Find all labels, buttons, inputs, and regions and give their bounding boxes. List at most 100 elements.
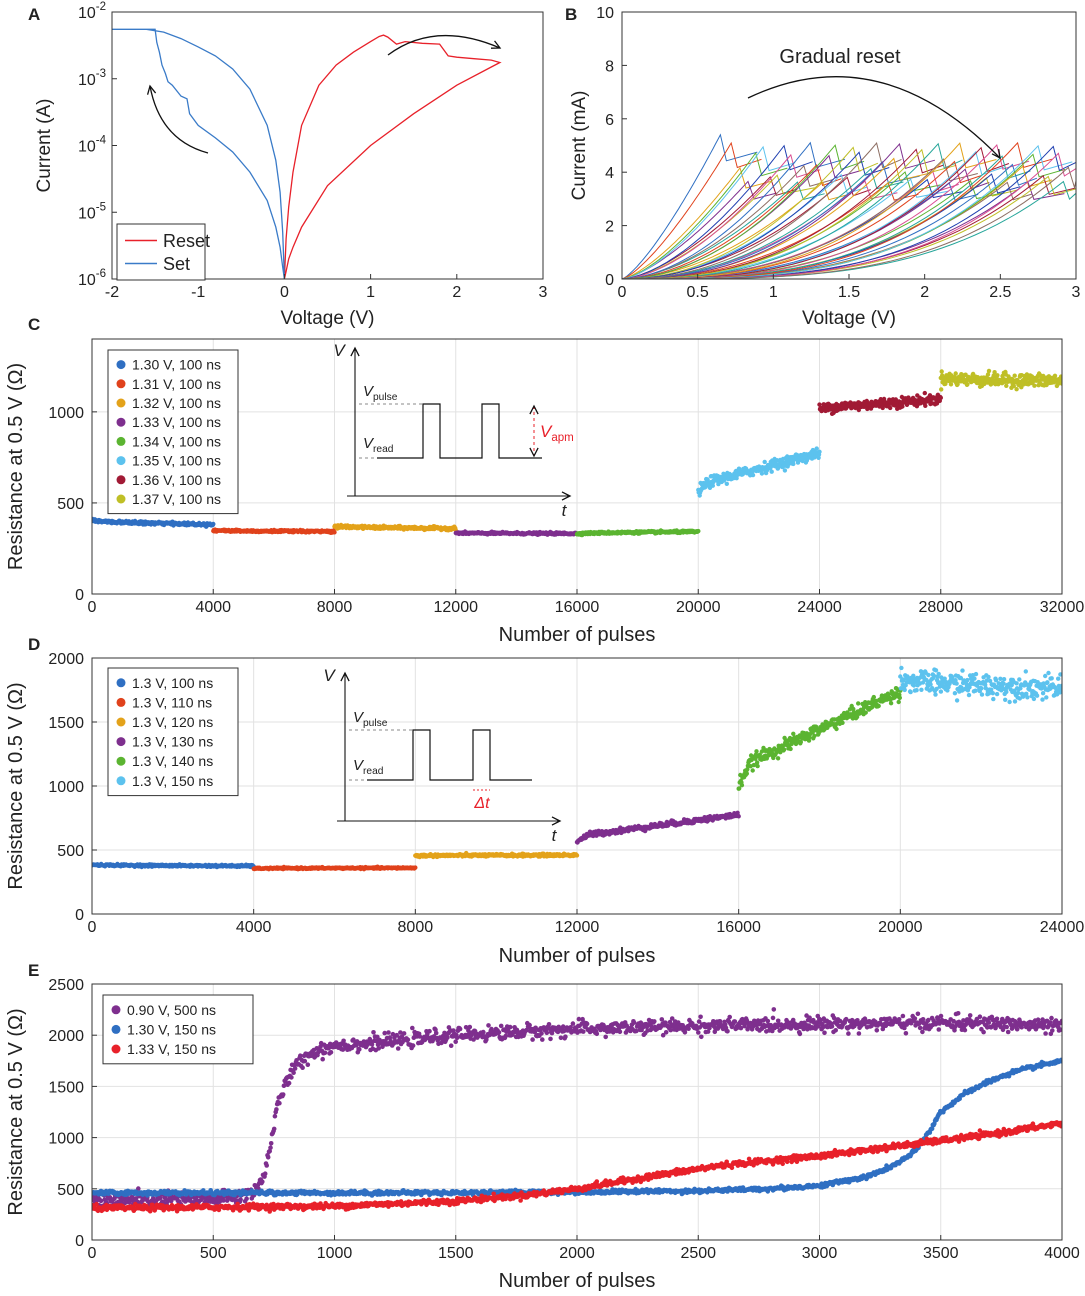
data-point	[268, 1145, 273, 1150]
data-point	[1040, 691, 1046, 696]
data-point	[1052, 373, 1058, 378]
data-point	[603, 1034, 608, 1040]
data-point	[286, 1080, 292, 1086]
plot-area	[92, 368, 1062, 538]
data-point	[950, 675, 955, 680]
data-point	[863, 710, 868, 715]
data-point	[888, 405, 893, 411]
data-point	[277, 1100, 282, 1106]
data-point	[410, 1025, 415, 1031]
data-point	[300, 1065, 305, 1070]
data-point	[448, 1043, 454, 1048]
data-point	[560, 1024, 566, 1029]
y-tick-label: 1000	[48, 779, 84, 796]
data-point	[736, 814, 741, 819]
legend-swatch	[116, 379, 126, 389]
data-point	[897, 695, 902, 700]
y-axis-label: Current (A)	[34, 99, 55, 193]
data-point	[954, 698, 960, 703]
data-point	[320, 1056, 326, 1062]
data-point	[914, 688, 919, 693]
data-point	[454, 1035, 460, 1040]
legend-label: 1.3 V, 140 ns	[132, 753, 213, 769]
x-tick-label: 0	[618, 284, 627, 301]
panel-letter: C	[28, 315, 40, 334]
data-point	[1004, 383, 1009, 388]
data-point	[955, 382, 960, 387]
series-1-36-v-100-ns	[817, 390, 943, 416]
data-point	[750, 768, 755, 773]
inset-read-label: Vread	[353, 757, 384, 777]
legend-label: 1.32 V, 100 ns	[132, 395, 221, 411]
data-point	[442, 1030, 447, 1036]
data-point	[387, 1035, 393, 1040]
data-point	[931, 673, 937, 678]
legend-d: 1.3 V, 100 ns1.3 V, 110 ns1.3 V, 120 ns1…	[107, 667, 239, 797]
data-point	[382, 1030, 388, 1036]
data-point	[1059, 683, 1062, 689]
data-point	[1035, 680, 1040, 685]
panel-letter: D	[28, 635, 40, 654]
inset-y-label: V	[323, 666, 336, 685]
data-point	[1003, 697, 1008, 702]
legend-label: 1.3 V, 100 ns	[132, 675, 213, 691]
x-tick-label: 2.5	[989, 284, 1011, 301]
data-point	[923, 403, 928, 408]
legend-label: 1.31 V, 100 ns	[132, 376, 221, 392]
legend-label: 1.3 V, 110 ns	[132, 694, 212, 710]
data-point	[781, 747, 787, 752]
data-point	[1012, 373, 1017, 378]
legend-label: 1.30 V, 100 ns	[132, 357, 221, 373]
data-point	[967, 685, 972, 690]
data-point	[271, 1126, 277, 1132]
data-point	[354, 1043, 359, 1048]
data-point	[427, 1028, 432, 1034]
inset-v-arrow	[340, 671, 350, 682]
data-point	[954, 681, 959, 686]
legend-label: 1.34 V, 100 ns	[132, 433, 221, 449]
data-point	[395, 1046, 401, 1051]
data-point	[952, 691, 958, 696]
data-point	[965, 382, 970, 387]
data-point	[471, 1037, 476, 1042]
data-point	[265, 1155, 271, 1160]
amp-arrow-down	[529, 447, 539, 458]
series-1-3-v-120-ns	[413, 850, 580, 860]
data-point	[1059, 377, 1062, 382]
legend-box	[107, 667, 239, 797]
data-point	[260, 1179, 265, 1184]
legend-c: 1.30 V, 100 ns 1.31 V, 100 ns 1.32 V, 100 …	[107, 349, 239, 515]
data-point	[136, 1186, 141, 1191]
y-axis-label: Resistance at 0.5 V (Ω)	[5, 363, 27, 570]
data-point	[1058, 672, 1062, 677]
legend-swatch	[116, 475, 126, 485]
inset-pulse-label: Vpulse	[363, 383, 398, 403]
data-point	[998, 676, 1003, 681]
panel-c: 0 4000 8000 12000 16000 20000 24000 28000 320000…	[5, 315, 1084, 646]
data-point	[322, 1050, 328, 1056]
series-1-33-v-100-ns	[453, 529, 580, 537]
data-point	[755, 763, 760, 769]
data-point	[698, 1014, 703, 1020]
iv-curve	[622, 153, 821, 279]
plot-area	[92, 665, 1062, 872]
annotation-gradual-reset: Gradual reset	[779, 46, 901, 68]
data-point	[854, 714, 860, 720]
data-point	[1044, 695, 1049, 700]
y-tick-label: 10-2	[78, 1, 106, 22]
data-point	[958, 675, 964, 681]
data-point	[584, 1021, 590, 1027]
data-point	[754, 749, 759, 754]
data-point	[539, 1031, 544, 1036]
data-point	[530, 1037, 535, 1042]
data-point	[812, 733, 817, 739]
data-point	[668, 1027, 673, 1033]
data-point	[558, 1035, 564, 1041]
data-point	[467, 1024, 473, 1030]
iv-curve	[622, 144, 813, 279]
data-point	[413, 865, 418, 870]
data-point	[1017, 677, 1022, 682]
data-point	[724, 481, 729, 486]
